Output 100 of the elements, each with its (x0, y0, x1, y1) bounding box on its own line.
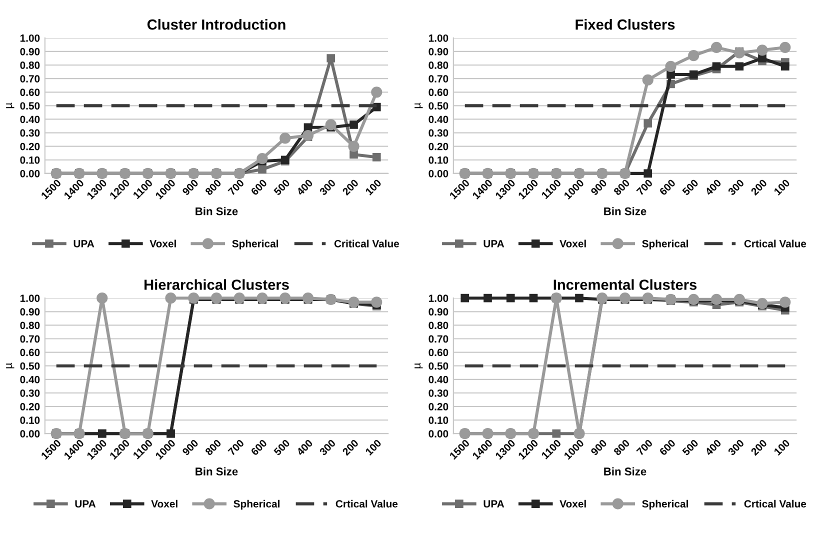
x-tick-label: 600 (658, 178, 676, 196)
legend-label: UPA (484, 240, 504, 248)
y-tick-label: 0.70 (20, 335, 40, 343)
y-tick-label: 0.00 (428, 430, 448, 438)
y-tick-label: 0.60 (20, 88, 40, 96)
x-tick-label: 800 (613, 438, 630, 456)
y-tick-label: 0.50 (20, 102, 40, 110)
x-tick-label: 800 (204, 178, 222, 196)
x-tick-label: 900 (590, 438, 608, 456)
x-tick-label: 900 (182, 178, 199, 196)
point (371, 86, 382, 98)
y-tick-label: 0.00 (20, 170, 40, 178)
point (460, 294, 470, 302)
point (210, 292, 222, 304)
point (688, 50, 700, 62)
legend-label: Voxel (560, 500, 586, 508)
y-tick-label: 1.00 (20, 34, 40, 42)
point (710, 294, 722, 306)
point (734, 294, 745, 306)
y-tick-label: 0.40 (20, 376, 40, 384)
x-tick-label: 700 (228, 438, 244, 456)
point (688, 294, 700, 306)
y-tick-label: 0.80 (20, 322, 40, 330)
legend-label: Voxel (560, 240, 586, 248)
legend-label: UPA (484, 500, 504, 508)
x-axis-title: Bin Size (604, 467, 646, 476)
point (665, 60, 676, 72)
y-tick-label: 1.00 (428, 34, 448, 42)
x-tick-label: 900 (590, 178, 608, 196)
x-tick-label: 100 (774, 178, 790, 196)
y-tick-label: 0.10 (20, 156, 40, 164)
point (575, 294, 584, 302)
x-tick-label: 400 (296, 178, 314, 196)
y-tick-label: 0.00 (20, 430, 40, 438)
x-tick-label: 100 (774, 438, 790, 456)
point (619, 292, 631, 304)
point (325, 119, 336, 130)
y-tick-label: 0.30 (20, 129, 40, 137)
y-axis-title: µ (6, 362, 14, 368)
point (642, 292, 654, 304)
y-tick-label: 0.80 (428, 62, 448, 69)
x-tick-label: 100 (365, 438, 382, 456)
y-tick-label: 0.10 (20, 416, 40, 424)
point (756, 298, 768, 310)
chart-title: Incremental Clusters (554, 279, 697, 290)
point (735, 62, 744, 71)
x-tick-label: 800 (613, 178, 630, 196)
y-tick-label: 0.50 (428, 102, 448, 110)
x-tick-label: 900 (182, 438, 199, 456)
point (188, 292, 200, 304)
x-tick-label: 400 (704, 438, 722, 456)
x-tick-label: 300 (727, 438, 745, 456)
y-tick-label: 0.70 (20, 75, 40, 82)
y-tick-label: 0.50 (20, 362, 40, 370)
x-tick-label: 200 (342, 178, 359, 196)
x-axis-title: Bin Size (196, 467, 238, 476)
legend-label: Crtical Value (336, 500, 398, 508)
legend-label: UPA (75, 500, 96, 508)
y-tick-label: 0.10 (428, 156, 448, 164)
point (780, 296, 791, 308)
point (348, 296, 360, 308)
point (666, 70, 675, 79)
point (506, 294, 515, 302)
x-tick-label: 200 (342, 438, 359, 456)
x-tick-label: 100 (365, 178, 382, 196)
y-tick-label: 0.90 (20, 48, 40, 56)
point (758, 54, 766, 62)
x-tick-label: 200 (750, 438, 768, 456)
legend-label: Spherical (642, 500, 688, 510)
legend-label: Voxel (150, 240, 176, 248)
y-tick-label: 0.60 (428, 88, 448, 96)
chart-title: Fixed Clusters (576, 19, 675, 30)
x-tick-label: 500 (273, 178, 290, 196)
point (712, 62, 721, 71)
point (780, 62, 790, 71)
legend-label: Crtical Value (744, 240, 806, 248)
point (280, 132, 291, 144)
x-tick-label: 500 (273, 438, 290, 456)
y-tick-label: 0.30 (20, 389, 40, 397)
legend-label: Spherical (234, 500, 280, 510)
point (348, 140, 360, 152)
y-tick-label: 0.70 (428, 75, 448, 82)
legend-label: Critical Value (334, 240, 400, 248)
y-tick-label: 0.60 (428, 348, 448, 356)
point (256, 292, 268, 304)
x-tick-label: 600 (250, 438, 268, 456)
y-tick-label: 0.90 (428, 48, 448, 56)
point (280, 292, 291, 304)
x-tick-label: 500 (682, 178, 699, 196)
x-tick-label: 800 (204, 438, 222, 456)
y-tick-label: 0.30 (428, 129, 448, 137)
y-tick-label: 1.00 (428, 294, 448, 302)
chart-title: Hierarchical Clusters (144, 279, 289, 290)
x-tick-label: 300 (318, 438, 336, 456)
point (372, 153, 381, 162)
point (552, 429, 561, 438)
point (326, 54, 336, 62)
point (780, 42, 791, 53)
y-tick-label: 1.00 (20, 294, 40, 302)
x-axis-title: Bin Size (196, 207, 238, 216)
